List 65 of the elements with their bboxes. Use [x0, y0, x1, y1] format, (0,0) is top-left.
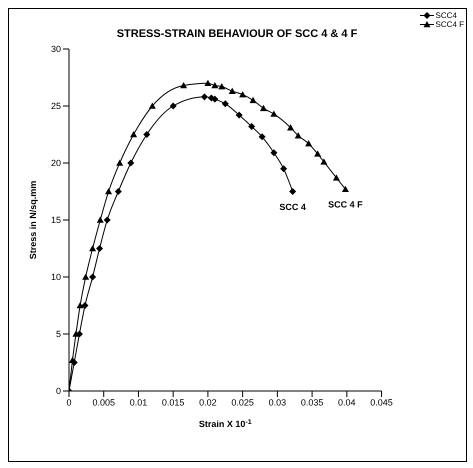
point: [72, 330, 80, 337]
point: [200, 93, 208, 100]
annotation: SCC 4 F: [328, 200, 364, 210]
point: [320, 158, 328, 165]
y-tick-label: 30: [50, 44, 61, 54]
point: [89, 274, 96, 280]
y-tick-label: 0: [56, 386, 61, 396]
x-tick-label: 0.005: [92, 397, 115, 408]
x-tick-label: 0.015: [162, 397, 184, 408]
point: [218, 83, 226, 90]
point: [211, 82, 218, 88]
x-tick-label: 0.01: [130, 397, 148, 408]
y-tick-label: 5: [56, 329, 61, 340]
x-axis-title: Strain X 10$^{-1}$: [198, 418, 252, 429]
point: [228, 88, 236, 94]
point: [127, 160, 134, 166]
point: [314, 150, 322, 157]
point: [270, 110, 278, 117]
point: [76, 302, 84, 308]
point: [143, 131, 150, 138]
point: [180, 82, 188, 88]
point: [270, 149, 278, 156]
y-tick-label: 20: [50, 158, 61, 168]
point: [222, 100, 229, 108]
point: [236, 112, 243, 119]
x-tick-label: 0.04: [338, 397, 356, 408]
point: [148, 102, 156, 109]
point: [130, 131, 138, 138]
point: [204, 80, 212, 86]
point: [170, 102, 177, 110]
chart-title: STRESS-STRAIN BEHAVIOUR OF SCC 4 & 4 F: [116, 28, 358, 40]
annotation: SCC 4: [279, 202, 306, 212]
point: [96, 245, 104, 252]
point: [248, 123, 256, 130]
legend-label: SCC4: [436, 11, 457, 20]
y-tick-label: 15: [50, 215, 61, 226]
x-tick-label: 0.03: [268, 397, 286, 408]
y-tick-label: 10: [50, 272, 61, 282]
point: [294, 132, 302, 138]
point: [82, 274, 90, 280]
y-tick-label: 25: [50, 101, 61, 112]
point: [81, 302, 88, 309]
point: [280, 165, 288, 172]
point: [342, 186, 349, 192]
point: [289, 188, 296, 195]
point: [114, 188, 122, 195]
point: [287, 124, 294, 130]
point: [258, 133, 266, 140]
x-tick-label: 0: [66, 397, 72, 408]
point: [260, 104, 267, 112]
point: [105, 188, 112, 194]
point: [116, 160, 124, 166]
point: [104, 216, 111, 224]
x-tick-label: 0.045: [370, 397, 393, 408]
x-tick-label: 0.035: [300, 397, 324, 408]
point: [250, 96, 257, 104]
point: [305, 140, 312, 146]
x-tick-label: 0.025: [231, 397, 254, 408]
point: [239, 91, 246, 98]
legend-label: SCC4 F: [436, 20, 464, 29]
point: [96, 216, 104, 223]
point: [89, 245, 96, 252]
point: [332, 174, 340, 181]
y-axis-title: Stress in N/sq.mm: [28, 180, 38, 260]
x-tick-label: 0.02: [199, 397, 217, 408]
